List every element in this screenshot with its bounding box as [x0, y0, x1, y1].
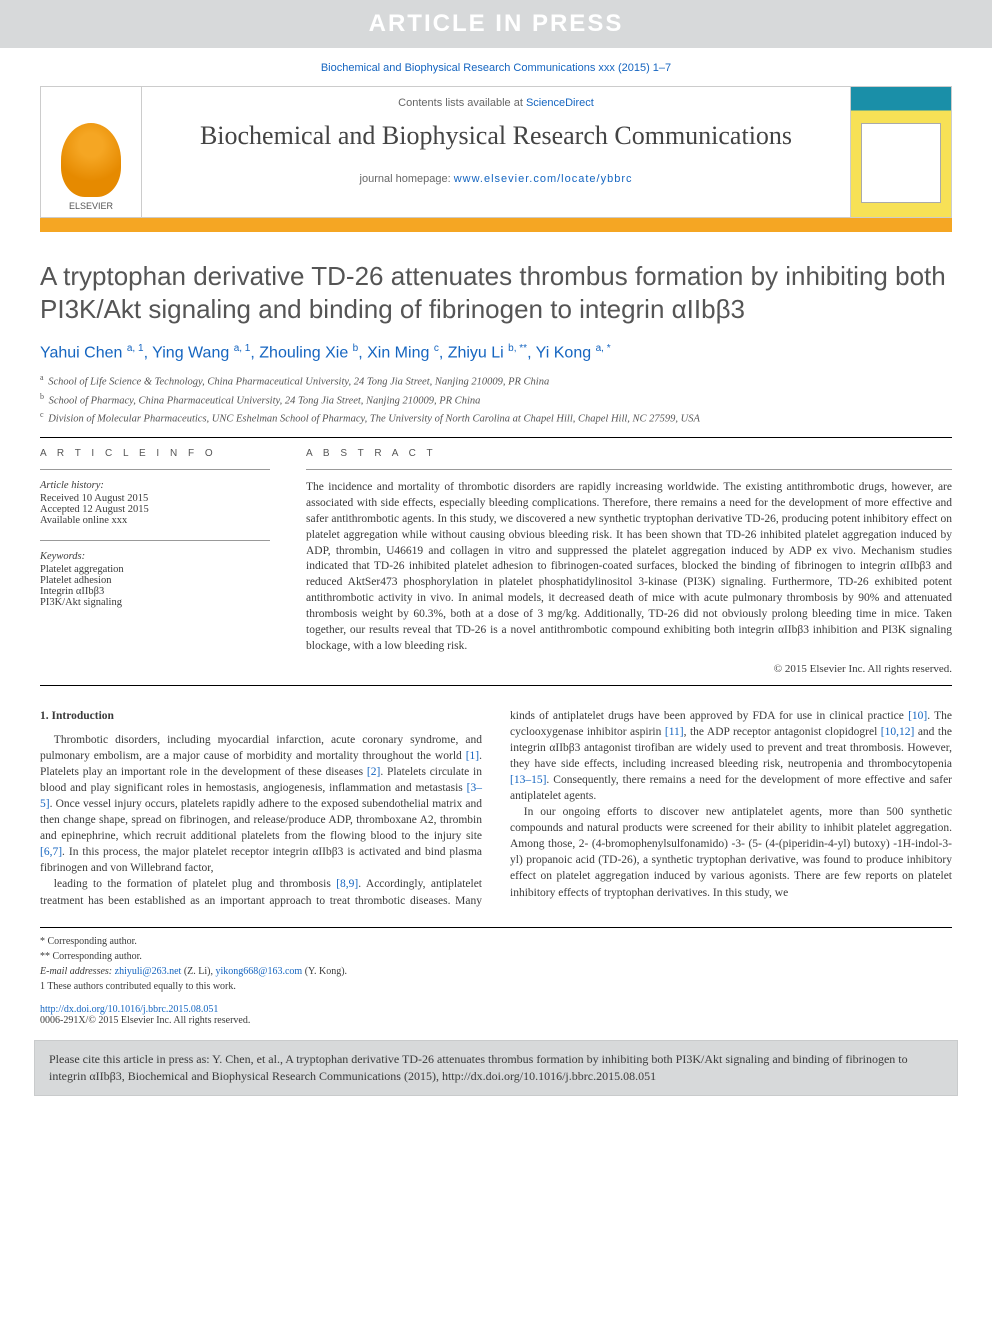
keyword: PI3K/Akt signaling [40, 597, 270, 608]
ref-10[interactable]: [10] [908, 710, 927, 722]
article-info-column: A R T I C L E I N F O Article history: R… [40, 448, 270, 674]
masthead: ELSEVIER Contents lists available at Sci… [40, 86, 952, 218]
rule-top [40, 437, 952, 438]
abstract-head: A B S T R A C T [306, 448, 952, 459]
ref-11[interactable]: [11] [665, 726, 684, 738]
intro-para-3: In our ongoing efforts to discover new a… [510, 804, 952, 901]
affiliation-line: a School of Life Science & Technology, C… [40, 372, 952, 390]
affiliation-line: c Division of Molecular Pharmaceutics, U… [40, 409, 952, 427]
keywords-label: Keywords: [40, 551, 270, 562]
ref-8-9[interactable]: [8,9] [336, 878, 358, 890]
abstract-column: A B S T R A C T The incidence and mortal… [306, 448, 952, 674]
article-in-press-banner: ARTICLE IN PRESS [0, 0, 992, 48]
accent-bar [40, 218, 952, 232]
affiliations: a School of Life Science & Technology, C… [40, 372, 952, 427]
rule-bottom [40, 685, 952, 686]
intro-text: . Consequently, there remains a need for… [510, 774, 952, 802]
journal-title: Biochemical and Biophysical Research Com… [142, 121, 850, 151]
history-label: Article history: [40, 480, 270, 491]
received-date: Received 10 August 2015 [40, 493, 270, 504]
ref-6-7[interactable]: [6,7] [40, 846, 62, 858]
cite-as-box: Please cite this article in press as: Y.… [34, 1040, 958, 1097]
section-number: 1. [40, 710, 49, 722]
homepage-prefix: journal homepage: [360, 173, 454, 185]
journal-homepage-link[interactable]: www.elsevier.com/locate/ybbrc [454, 173, 633, 185]
article-history: Article history: Received 10 August 2015… [40, 480, 270, 526]
body-two-columns: 1. Introduction Thrombotic disorders, in… [40, 708, 952, 909]
article-title: A tryptophan derivative TD-26 attenuates… [40, 260, 952, 325]
email-addresses-line: E-mail addresses: zhiyuli@263.net (Z. Li… [40, 964, 952, 979]
doi-link[interactable]: http://dx.doi.org/10.1016/j.bbrc.2015.08… [40, 1004, 218, 1015]
sciencedirect-link[interactable]: ScienceDirect [526, 97, 594, 109]
intro-para-1: Thrombotic disorders, including myocardi… [40, 732, 482, 877]
ref-2[interactable]: [2] [367, 766, 380, 778]
ref-1[interactable]: [1] [466, 750, 479, 762]
article-info-head: A R T I C L E I N F O [40, 448, 270, 459]
contents-prefix: Contents lists available at [398, 97, 526, 109]
equal-contrib-note: 1 These authors contributed equally to t… [40, 979, 952, 994]
corr-author-note-2: ** Corresponding author. [40, 949, 952, 964]
info-rule-1 [40, 469, 270, 470]
publisher-logo-block: ELSEVIER [41, 87, 141, 217]
intro-text: . In this process, the major platelet re… [40, 846, 482, 874]
affiliation-line: b School of Pharmacy, China Pharmaceutic… [40, 391, 952, 409]
journal-cover-thumb [851, 87, 951, 217]
keyword: Platelet adhesion [40, 575, 270, 586]
abstract-copyright: © 2015 Elsevier Inc. All rights reserved… [306, 663, 952, 675]
article-content: A tryptophan derivative TD-26 attenuates… [40, 260, 952, 909]
intro-text: leading to the formation of platelet plu… [54, 878, 336, 890]
keyword: Platelet aggregation [40, 564, 270, 575]
section-title: Introduction [52, 710, 114, 722]
footnotes-block: * Corresponding author. ** Corresponding… [40, 927, 952, 994]
email-link-1[interactable]: zhiyuli@263.net [115, 966, 182, 977]
available-online: Available online xxx [40, 515, 270, 526]
corr-author-note-1: * Corresponding author. [40, 934, 952, 949]
email-who-1: (Z. Li), [181, 966, 215, 977]
email-label: E-mail addresses: [40, 966, 112, 977]
elsevier-tree-icon [61, 123, 121, 197]
section-1-heading: 1. Introduction [40, 708, 482, 724]
intro-text: , the ADP receptor antagonist clopidogre… [684, 726, 881, 738]
intro-text: . Once vessel injury occurs, platelets r… [40, 798, 482, 842]
doi-block: http://dx.doi.org/10.1016/j.bbrc.2015.08… [40, 1004, 952, 1026]
keywords-block: Keywords: Platelet aggregationPlatelet a… [40, 551, 270, 608]
info-rule-2 [40, 540, 270, 541]
masthead-center: Contents lists available at ScienceDirec… [141, 87, 851, 217]
email-link-2[interactable]: yikong668@163.com [215, 966, 302, 977]
intro-text: Thrombotic disorders, including myocardi… [40, 734, 482, 762]
abstract-body: The incidence and mortality of thromboti… [306, 480, 952, 654]
info-abstract-row: A R T I C L E I N F O Article history: R… [40, 448, 952, 674]
ref-10-12[interactable]: [10,12] [881, 726, 915, 738]
contents-available-line: Contents lists available at ScienceDirec… [142, 97, 850, 109]
abstract-rule [306, 469, 952, 470]
keyword: Integrin αIIbβ3 [40, 586, 270, 597]
journal-reference: Biochemical and Biophysical Research Com… [0, 48, 992, 82]
ref-13-15[interactable]: [13–15] [510, 774, 546, 786]
email-who-2: (Y. Kong). [302, 966, 347, 977]
publisher-name: ELSEVIER [69, 201, 113, 211]
author-list: Yahui Chen a, 1, Ying Wang a, 1, Zhoulin… [40, 343, 952, 362]
issn-copyright: 0006-291X/© 2015 Elsevier Inc. All right… [40, 1015, 952, 1026]
accepted-date: Accepted 12 August 2015 [40, 504, 270, 515]
journal-homepage-line: journal homepage: www.elsevier.com/locat… [142, 173, 850, 185]
